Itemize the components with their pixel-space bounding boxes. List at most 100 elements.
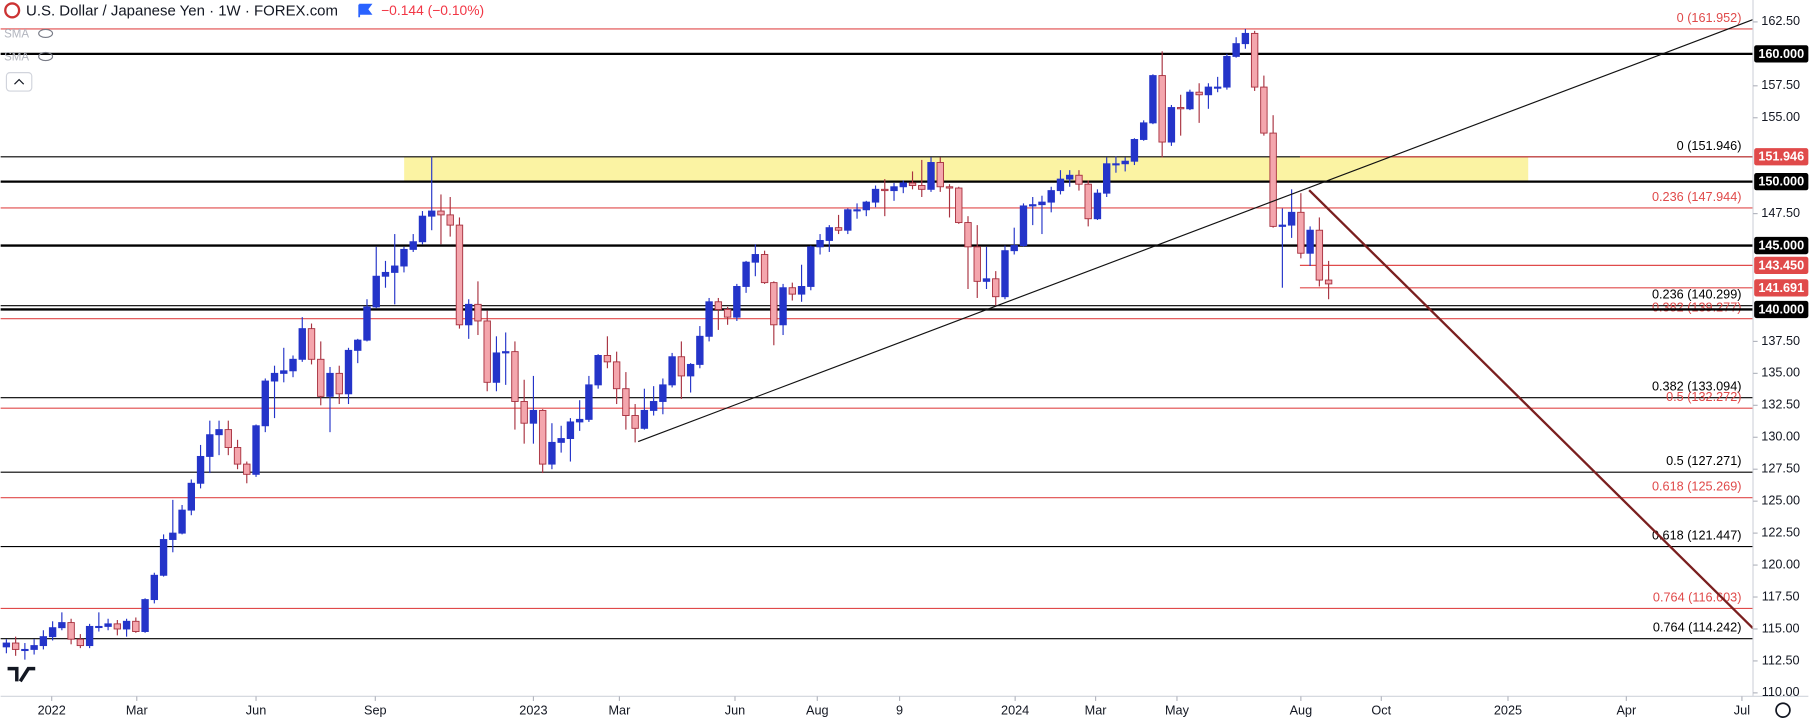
candle-body <box>594 355 602 386</box>
candle-body <box>428 210 436 217</box>
x-tick-label: Oct <box>1371 704 1391 718</box>
fib-label: 0.5 (132.272) <box>1666 390 1741 404</box>
y-tick-label: 135.00 <box>1761 366 1800 380</box>
flag-icon[interactable] <box>358 3 373 18</box>
fib-label: 0.5 (127.271) <box>1666 454 1741 468</box>
candle-body <box>1038 201 1046 206</box>
y-tick-label: 117.50 <box>1762 589 1800 603</box>
candle-body <box>113 623 122 630</box>
x-tick-label: Aug <box>1290 704 1313 718</box>
candle-body <box>233 447 242 465</box>
y-tick-label: 112.50 <box>1762 653 1800 667</box>
candle-body <box>1315 229 1324 281</box>
highlight-zone <box>404 156 1529 182</box>
candle-body <box>1287 211 1296 226</box>
candle-body <box>354 339 362 351</box>
candle-body <box>1029 204 1037 207</box>
candle-body <box>1324 279 1333 285</box>
candle-body <box>317 358 325 397</box>
candle-body <box>39 636 48 647</box>
candle-body <box>797 285 806 295</box>
candle-body <box>566 421 575 440</box>
candle-body <box>779 287 787 326</box>
y-tick-label: 122.50 <box>1761 525 1800 539</box>
candle-body <box>1297 211 1305 254</box>
fib-label: 0.764 (114.242) <box>1653 621 1742 635</box>
candle-body <box>1176 107 1185 110</box>
candle-body <box>326 372 334 397</box>
chart-title: U.S. Dollar / Japanese Yen · 1W · FOREX.… <box>26 2 338 19</box>
visibility-icon[interactable] <box>38 51 54 62</box>
price-label: 143.450 <box>1758 258 1804 272</box>
candle-body <box>455 224 464 326</box>
indicator-label: SMA <box>4 29 29 41</box>
price-label: 145.000 <box>1758 238 1804 252</box>
candle-body <box>1195 91 1203 96</box>
candle-body <box>1075 174 1083 185</box>
candle-body <box>548 441 556 465</box>
y-tick-label: 125.00 <box>1761 494 1800 508</box>
candle-body <box>30 645 38 650</box>
x-tick-label: Jul <box>1734 704 1750 718</box>
candle-body <box>501 351 510 354</box>
candle-body <box>723 309 732 318</box>
candle-body <box>1241 32 1250 45</box>
price-label-box <box>1754 148 1809 166</box>
candle-body <box>557 438 565 443</box>
collapse-icon <box>14 78 25 85</box>
indicator-label: SMA <box>4 52 29 64</box>
price-label: 151.946 <box>1758 150 1804 164</box>
candle-body <box>538 409 547 465</box>
candle-body <box>1213 86 1222 89</box>
x-tick-label: Apr <box>1616 704 1636 718</box>
candle-body <box>391 265 399 273</box>
candle-body <box>622 388 630 417</box>
candle-body <box>1010 245 1018 252</box>
candle-body <box>899 182 907 188</box>
candle-body <box>372 275 380 308</box>
y-tick-label: 155.00 <box>1761 110 1800 124</box>
candle-body <box>520 401 528 424</box>
x-tick-label: May <box>1165 704 1190 718</box>
candle-body <box>1130 139 1139 162</box>
candle-body <box>1232 43 1240 57</box>
fib-label: 0 (161.952) <box>1677 11 1742 25</box>
x-tick-label: Jun <box>725 704 745 718</box>
visibility-icon[interactable] <box>38 28 54 39</box>
candle-body <box>243 463 251 475</box>
candle-body <box>825 227 833 241</box>
candle-body <box>206 434 214 457</box>
candle-body <box>252 425 260 475</box>
candle-body <box>280 370 288 374</box>
candle-body <box>890 186 898 192</box>
candle-body <box>945 186 954 189</box>
y-tick-label: 115.00 <box>1762 621 1800 635</box>
candle-body <box>418 215 427 243</box>
candle-body <box>881 188 889 192</box>
x-tick-label: 2022 <box>38 704 66 718</box>
y-tick-label: 127.50 <box>1761 462 1800 476</box>
candle-body <box>668 356 676 386</box>
y-tick-label: 157.50 <box>1761 78 1800 92</box>
candle-body <box>714 301 723 310</box>
fib-label: 0.382 (133.094) <box>1652 380 1741 394</box>
candle-body <box>178 509 186 534</box>
candle-body <box>132 620 140 632</box>
candle-body <box>631 415 639 429</box>
candle-body <box>816 239 824 248</box>
x-tick-label: Mar <box>609 704 632 718</box>
candle-body <box>437 210 445 216</box>
candle-body <box>1158 75 1166 143</box>
price-axis <box>1753 0 1809 724</box>
candle-body <box>918 185 926 190</box>
settings-button[interactable] <box>1775 702 1791 718</box>
candle-body <box>187 482 196 511</box>
collapse-button[interactable] <box>5 72 33 92</box>
x-tick-label: 9 <box>896 704 903 718</box>
levels: 0 (161.952) 0 (151.946) 0.236 (147.944) 0.2… <box>0 11 1754 640</box>
candle-body <box>465 303 473 326</box>
trendline <box>1308 189 1754 630</box>
candle-body <box>1084 183 1092 220</box>
candle-body <box>446 214 454 226</box>
